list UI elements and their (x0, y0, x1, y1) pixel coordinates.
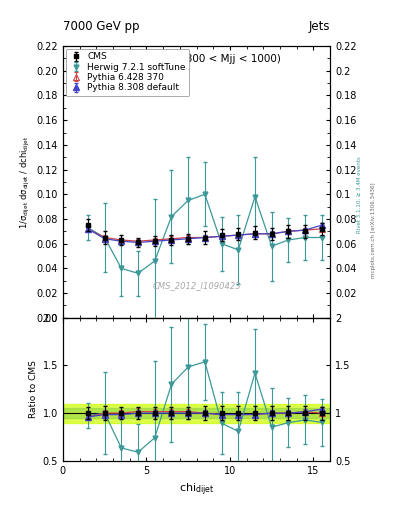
Y-axis label: Ratio to CMS: Ratio to CMS (29, 360, 39, 418)
Y-axis label: 1/σ$_\mathrm{dijet}$ dσ$_\mathrm{dijet}$ / dchi$_\mathrm{dijet}$: 1/σ$_\mathrm{dijet}$ dσ$_\mathrm{dijet}$… (19, 135, 32, 229)
Legend: CMS, Herwig 7.2.1 softTune, Pythia 6.428 370, Pythia 8.308 default: CMS, Herwig 7.2.1 softTune, Pythia 6.428… (66, 49, 189, 96)
Text: mcplots.cern.ch [arXiv:1306.3436]: mcplots.cern.ch [arXiv:1306.3436] (371, 183, 376, 278)
Text: CMS_2012_I1090423: CMS_2012_I1090423 (152, 282, 241, 291)
Text: 7000 GeV pp: 7000 GeV pp (63, 20, 140, 33)
Text: Rivet 3.1.10, ≥ 3.4M events: Rivet 3.1.10, ≥ 3.4M events (357, 156, 362, 233)
X-axis label: chi$_\mathrm{dijet}$: chi$_\mathrm{dijet}$ (179, 481, 214, 498)
Text: Jets: Jets (309, 20, 330, 33)
Text: χ (jets)  (800 < Mjj < 1000): χ (jets) (800 < Mjj < 1000) (139, 54, 281, 64)
